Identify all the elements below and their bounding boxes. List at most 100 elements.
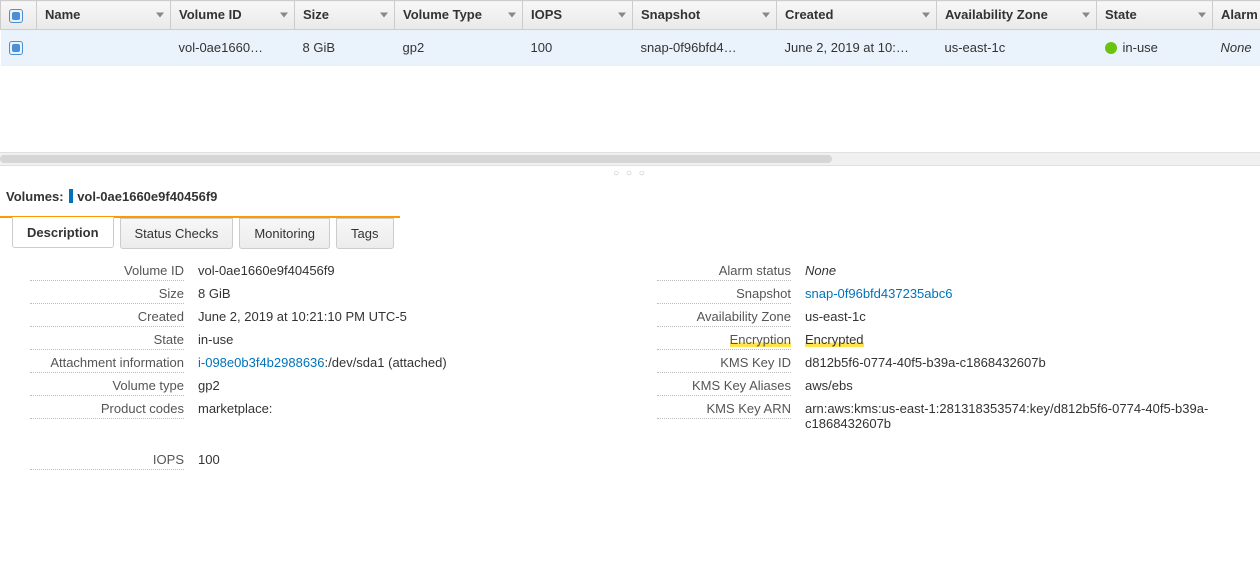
cell-state-text: in-use [1123,40,1158,55]
detail-body: Volume ID vol-0ae1660e9f40456f9 Size 8 G… [0,249,1260,485]
cell-volume-type: gp2 [395,29,523,66]
kv-val: marketplace: [198,401,615,416]
col-label: IOPS [531,7,562,22]
chevron-down-icon [156,12,164,17]
column-header-volume-type[interactable]: Volume Type [395,1,523,30]
kv-val: June 2, 2019 at 10:21:10 PM UTC-5 [198,309,615,324]
cell-name [37,29,171,66]
cell-state: in-use [1097,29,1213,66]
kv-key: KMS Key Aliases [645,378,805,393]
detail-header-label: Volumes: [6,189,64,204]
kv-volume-type: Volume type gp2 [6,378,615,393]
tab-monitoring[interactable]: Monitoring [239,218,330,249]
chevron-down-icon [380,12,388,17]
selection-indicator-icon [69,189,73,203]
kv-created: Created June 2, 2019 at 10:21:10 PM UTC-… [6,309,615,324]
kv-val: 100 [198,452,615,467]
kv-key: IOPS [6,452,198,467]
row-checkbox[interactable] [9,41,23,55]
kv-key: Product codes [6,401,198,416]
attachment-instance-link[interactable]: i-098e0b3f4b2988636 [198,355,325,370]
col-label: Alarm [1221,7,1258,22]
detail-right-column: Alarm status None Snapshot snap-0f96bfd4… [645,263,1254,475]
kv-val: snap-0f96bfd437235abc6 [805,286,1254,301]
kv-key: Attachment information [6,355,198,370]
column-header-size[interactable]: Size [295,1,395,30]
kv-key: Volume type [6,378,198,393]
kv-kms-key-id: KMS Key ID d812b5f6-0774-40f5-b39a-c1868… [645,355,1254,370]
horizontal-scrollbar-thumb[interactable] [0,155,832,163]
kv-key: KMS Key ARN [645,401,805,416]
kv-val: vol-0ae1660e9f40456f9 [198,263,615,278]
col-label: Name [45,7,80,22]
col-label: Created [785,7,833,22]
kv-val: gp2 [198,378,615,393]
chevron-down-icon [922,12,930,17]
kv-product-codes: Product codes marketplace: [6,401,615,416]
detail-header: Volumes: vol-0ae1660e9f40456f9 [0,181,1260,216]
cell-iops: 100 [523,29,633,66]
kv-az: Availability Zone us-east-1c [645,309,1254,324]
kv-kms-key-aliases: KMS Key Aliases aws/ebs [645,378,1254,393]
table-row[interactable]: vol-0ae1660… 8 GiB gp2 100 snap-0f96bfd4… [1,29,1260,66]
kv-key: Size [6,286,198,301]
cell-size: 8 GiB [295,29,395,66]
col-label: State [1105,7,1137,22]
tab-description[interactable]: Description [12,217,114,248]
column-header-name[interactable]: Name [37,1,171,30]
kv-state: State in-use [6,332,615,347]
col-label: Availability Zone [945,7,1048,22]
column-header-state[interactable]: State [1097,1,1213,30]
detail-tabs: Description Status Checks Monitoring Tag… [0,216,400,249]
tab-status-checks[interactable]: Status Checks [120,218,234,249]
kv-alarm-status: Alarm status None [645,263,1254,278]
column-header-created[interactable]: Created [777,1,937,30]
col-label: Volume ID [179,7,242,22]
kv-key: Volume ID [6,263,198,278]
volumes-table: Name Volume ID Size Volume Type IOPS Sna… [0,0,1260,66]
kv-val: aws/ebs [805,378,1254,393]
column-header-checkbox[interactable] [1,1,37,30]
encryption-key-label: Encryption [730,332,791,347]
cell-az: us-east-1c [937,29,1097,66]
kv-key: Availability Zone [645,309,805,324]
column-header-iops[interactable]: IOPS [523,1,633,30]
column-header-az[interactable]: Availability Zone [937,1,1097,30]
column-header-snapshot[interactable]: Snapshot [633,1,777,30]
kv-attachment: Attachment information i-098e0b3f4b29886… [6,355,615,370]
row-checkbox-cell[interactable] [1,29,37,66]
kv-encryption: Encryption Encrypted [645,332,1254,347]
kv-snapshot: Snapshot snap-0f96bfd437235abc6 [645,286,1254,301]
kv-val: in-use [198,332,615,347]
kv-val: 8 GiB [198,286,615,301]
kv-key: State [6,332,198,347]
kv-iops: IOPS 100 [6,452,615,467]
chevron-down-icon [762,12,770,17]
kv-size: Size 8 GiB [6,286,615,301]
snapshot-link[interactable]: snap-0f96bfd437235abc6 [805,286,952,301]
kv-key: KMS Key ID [645,355,805,370]
kv-key: Created [6,309,198,324]
kv-val: us-east-1c [805,309,1254,324]
select-all-checkbox[interactable] [9,9,23,23]
column-header-alarm[interactable]: Alarm [1213,1,1260,30]
kv-kms-key-arn: KMS Key ARN arn:aws:kms:us-east-1:281318… [645,401,1254,431]
cell-created: June 2, 2019 at 10:… [777,29,937,66]
kv-val: Encrypted [805,332,1254,347]
col-label: Size [303,7,329,22]
kv-key: Encryption [645,332,805,347]
pane-splitter-handle[interactable]: ○ ○ ○ [0,166,1260,181]
detail-left-column: Volume ID vol-0ae1660e9f40456f9 Size 8 G… [6,263,615,475]
chevron-down-icon [280,12,288,17]
column-header-volume-id[interactable]: Volume ID [171,1,295,30]
horizontal-scrollbar[interactable] [0,152,1260,166]
chevron-down-icon [1198,12,1206,17]
cell-volume-id: vol-0ae1660… [171,29,295,66]
kv-volume-id: Volume ID vol-0ae1660e9f40456f9 [6,263,615,278]
kv-val: None [805,263,1254,278]
kv-val: i-098e0b3f4b2988636:/dev/sda1 (attached) [198,355,615,370]
chevron-down-icon [508,12,516,17]
kv-key: Snapshot [645,286,805,301]
tab-tags[interactable]: Tags [336,218,393,249]
chevron-down-icon [618,12,626,17]
